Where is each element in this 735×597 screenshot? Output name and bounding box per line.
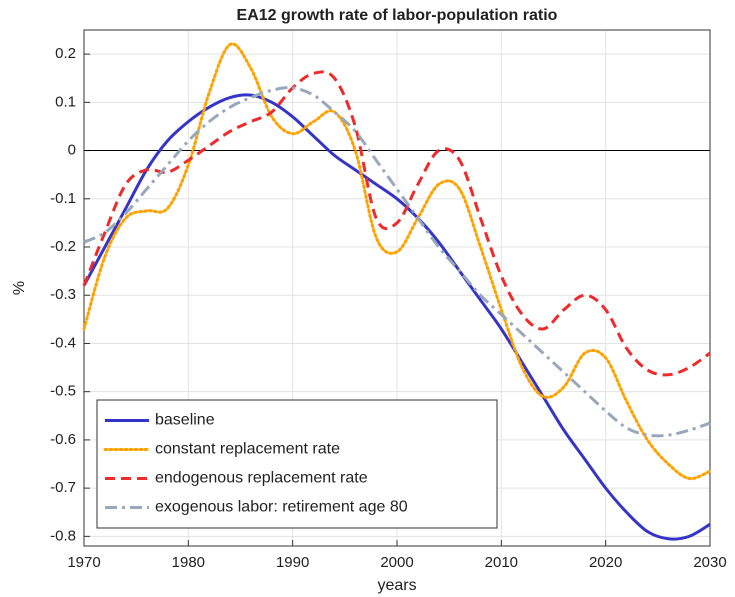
- legend-label: constant replacement rate: [155, 441, 340, 458]
- plot-frame: [83, 29, 711, 547]
- x-tick-label: 2000: [380, 554, 413, 571]
- y-tick-label: 0.1: [55, 93, 76, 110]
- y-tick-label: 0.2: [55, 45, 76, 62]
- series-line: [82, 70, 711, 377]
- y-tick-label: -0.8: [50, 527, 76, 544]
- y-axis-label: %: [11, 281, 28, 295]
- x-tick-label: 2010: [485, 554, 518, 571]
- x-tick-label: 1980: [172, 554, 205, 571]
- legend-label: exogenous labor: retirement age 80: [155, 499, 408, 516]
- legend-box: [96, 399, 498, 529]
- y-tick-label: -0.2: [50, 238, 76, 255]
- y-tick-label: -0.7: [50, 479, 76, 496]
- chart-title: EA12 growth rate of labor-population rat…: [237, 7, 558, 24]
- y-tick-label: -0.4: [50, 334, 76, 351]
- x-tick-label: 2020: [589, 554, 622, 571]
- series-line: [82, 42, 712, 481]
- y-tick-label: -0.5: [50, 383, 76, 400]
- y-tick-label: -0.6: [50, 431, 76, 448]
- legend-label: endogenous replacement rate: [155, 470, 368, 487]
- x-tick-label: 1970: [67, 554, 100, 571]
- y-tick-label: -0.3: [50, 286, 76, 303]
- x-tick-label: 2030: [693, 554, 726, 571]
- y-tick-label: 0: [68, 142, 76, 159]
- series-line: [82, 93, 711, 541]
- legend-label: baseline: [155, 412, 215, 429]
- x-axis-label: years: [377, 577, 416, 594]
- x-tick-label: 1990: [276, 554, 309, 571]
- y-tick-label: -0.1: [50, 190, 76, 207]
